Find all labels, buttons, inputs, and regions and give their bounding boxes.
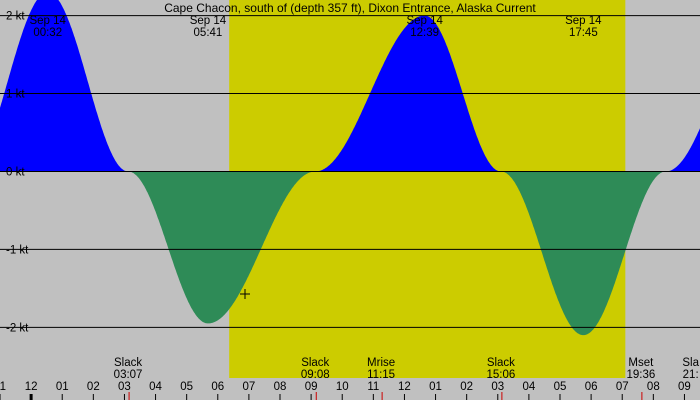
y-tick-label: 2 kt <box>6 11 25 23</box>
hour-tick-label: 11 <box>0 381 6 393</box>
hour-tick-label: 06 <box>211 381 224 393</box>
hour-tick-label: 02 <box>87 381 100 393</box>
hour-tick-label: 05 <box>180 381 193 393</box>
hour-tick-label: 05 <box>554 381 567 393</box>
extreme-date-label: Sep 14 <box>190 15 227 27</box>
event-name-label: Slack <box>487 357 515 369</box>
chart-title: Cape Chacon, south of (depth 357 ft), Di… <box>164 1 536 15</box>
hour-tick-label: 01 <box>56 381 69 393</box>
hour-tick-label: 06 <box>585 381 598 393</box>
event-time-label: 15:06 <box>486 369 515 381</box>
hour-tick-label: 08 <box>274 381 287 393</box>
extreme-date-label: Sep 14 <box>406 15 443 27</box>
event-time-label: 11:15 <box>367 369 395 381</box>
hour-tick-label: 12 <box>25 381 38 393</box>
event-time-label: 09:08 <box>301 369 330 381</box>
hour-tick-label: 12 <box>398 381 411 393</box>
y-tick-label: 1 kt <box>6 89 25 101</box>
y-tick-label: -1 kt <box>6 244 29 256</box>
hour-tick-label: 07 <box>242 381 255 393</box>
crosshair-cursor <box>240 289 250 299</box>
hour-tick-label: 07 <box>616 381 629 393</box>
flood-current-area <box>665 128 700 172</box>
y-tick-label: 0 kt <box>6 166 25 178</box>
hour-tick-label: 10 <box>336 381 349 393</box>
extreme-time-label: 00:32 <box>33 27 62 39</box>
event-name-label: Mrise <box>367 357 395 369</box>
event-name-label: Slack <box>301 357 329 369</box>
ebb-current-area <box>128 171 316 324</box>
hour-tick-label: 09 <box>678 381 691 393</box>
hour-tick-label: 09 <box>305 381 318 393</box>
hour-tick-label: 03 <box>118 381 131 393</box>
hour-tick-label: 08 <box>647 381 660 393</box>
hour-tick-label: 11 <box>367 381 379 393</box>
event-name-label: Slack <box>114 357 142 369</box>
hour-tick-label: 04 <box>522 381 535 393</box>
event-time-label: 21: <box>683 369 699 381</box>
event-name-label: Sla <box>682 357 699 369</box>
extreme-time-label: 05:41 <box>194 27 223 39</box>
event-time-label: 19:36 <box>626 369 655 381</box>
extreme-time-label: 17:45 <box>569 27 598 39</box>
hour-tick-label: 04 <box>149 381 162 393</box>
extreme-time-label: 12:39 <box>410 27 439 39</box>
ebb-current-area <box>500 171 666 336</box>
hour-tick-label: 02 <box>460 381 473 393</box>
extreme-date-label: Sep 14 <box>29 15 66 27</box>
flood-current-area <box>0 0 129 172</box>
y-tick-label: -2 kt <box>6 322 29 334</box>
event-time-label: 03:07 <box>114 369 143 381</box>
hour-tick-label: 01 <box>429 381 442 393</box>
hour-tick-label: 03 <box>491 381 504 393</box>
extreme-date-label: Sep 14 <box>565 15 602 27</box>
event-name-label: Mset <box>628 357 654 369</box>
